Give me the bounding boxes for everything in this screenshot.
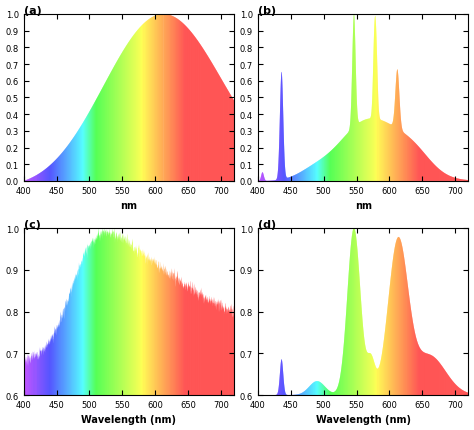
Text: (b): (b) <box>258 6 276 15</box>
X-axis label: nm: nm <box>355 201 372 211</box>
X-axis label: Wavelength (nm): Wavelength (nm) <box>316 415 410 424</box>
Text: (d): (d) <box>258 219 276 229</box>
Text: (a): (a) <box>24 6 41 15</box>
X-axis label: Wavelength (nm): Wavelength (nm) <box>82 415 176 424</box>
Text: (c): (c) <box>24 219 41 229</box>
X-axis label: nm: nm <box>120 201 137 211</box>
